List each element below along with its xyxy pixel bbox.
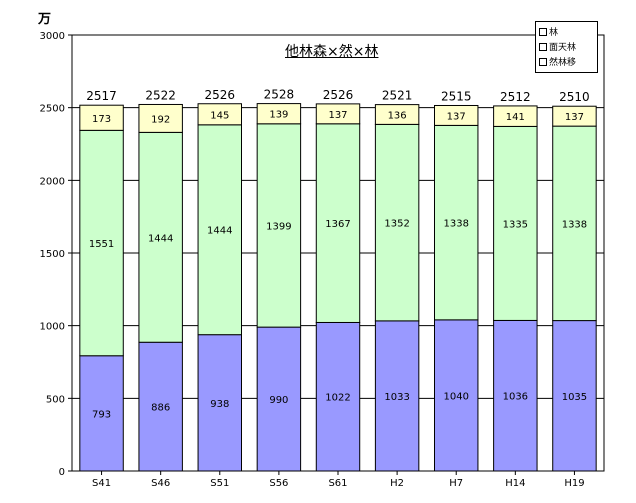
data-label: 1035: [562, 392, 587, 403]
bar-segment: [552, 125, 597, 322]
legend-label-top: 林: [549, 28, 559, 38]
data-label: 1338: [443, 219, 468, 230]
legend-label-bottom: 然林移: [549, 58, 577, 68]
data-label: 1033: [384, 392, 409, 403]
chart-title: 他林森×然×林: [285, 44, 379, 60]
bar-segment: [138, 103, 183, 133]
data-label: 137: [447, 111, 466, 122]
y-tick-label: 1500: [40, 249, 65, 260]
data-label: 1040: [443, 391, 468, 402]
x-tick-label: H14: [505, 478, 525, 489]
bar-segment: [138, 341, 183, 472]
y-tick-label: 0: [59, 467, 65, 478]
x-tick-label: H7: [449, 478, 463, 489]
bar-segment: [493, 125, 538, 321]
total-label: 2512: [500, 90, 531, 104]
bar-segment: [374, 104, 420, 125]
data-label: 1551: [89, 239, 114, 250]
data-label: 145: [210, 110, 229, 121]
bar-segment: [315, 103, 361, 125]
bar-segment: [493, 105, 538, 127]
data-label: 793: [92, 409, 111, 420]
y-tick-label: 1000: [40, 322, 65, 333]
data-label: 1444: [207, 226, 232, 237]
x-tick-label: S56: [269, 478, 288, 489]
data-label: 137: [565, 112, 584, 123]
bar-segment: [374, 123, 420, 322]
data-label: 141: [506, 112, 525, 123]
data-label: 990: [269, 395, 288, 406]
x-tick-label: H2: [390, 478, 404, 489]
data-label: 886: [151, 403, 170, 414]
data-label: 173: [92, 114, 111, 125]
data-label: 1352: [384, 219, 409, 230]
total-label: 2526: [205, 88, 236, 102]
total-label: 2517: [86, 89, 117, 103]
bar-segment: [197, 124, 243, 336]
data-label: 1335: [503, 219, 528, 230]
data-label: 137: [328, 110, 347, 121]
y-tick-label: 2500: [40, 104, 65, 115]
legend-item-middle: 面天林: [539, 39, 594, 54]
y-tick-label: 3000: [40, 31, 65, 42]
total-label: 2526: [323, 88, 354, 102]
x-tick-label: H19: [564, 478, 584, 489]
bar-segment: [433, 319, 479, 472]
legend-item-top: 林: [539, 24, 594, 39]
total-label: 2528: [264, 88, 295, 102]
legend-item-bottom: 然林移: [539, 54, 594, 69]
bar-segment: [197, 334, 243, 472]
bar-segment: [256, 103, 302, 125]
bar-segment: [315, 321, 361, 472]
data-label: 192: [151, 114, 170, 125]
bar-segment: [256, 326, 302, 472]
data-label: 1338: [562, 219, 587, 230]
x-tick-label: S61: [328, 478, 347, 489]
legend-swatch-top: [539, 27, 547, 36]
x-tick-label: S41: [92, 478, 111, 489]
y-axis-unit-label: 万: [38, 12, 52, 27]
bar-segment: [197, 103, 243, 126]
bar-segment: [374, 320, 420, 472]
total-label: 2522: [145, 88, 176, 102]
total-label: 2515: [441, 89, 472, 103]
bar-segment: [552, 320, 597, 472]
data-label: 1399: [266, 221, 291, 232]
legend-swatch-bottom: [539, 57, 547, 66]
x-tick-label: S46: [151, 478, 170, 489]
data-label: 938: [210, 399, 229, 410]
bar-segment: [256, 123, 302, 328]
data-label: 1444: [148, 233, 173, 244]
total-label: 2521: [382, 89, 413, 103]
legend-swatch-middle: [539, 42, 547, 51]
bar-segment: [433, 104, 479, 126]
y-tick-label: 500: [46, 394, 65, 405]
data-label: 139: [269, 110, 288, 121]
bar-segment: [138, 131, 183, 343]
data-label: 136: [388, 110, 407, 121]
bar-segment: [79, 104, 124, 131]
x-tick-label: S51: [210, 478, 229, 489]
legend: 林 面天林 然林移: [535, 21, 598, 73]
y-tick-label: 2000: [40, 176, 65, 187]
data-label: 1022: [325, 393, 350, 404]
total-label: 2510: [559, 90, 590, 104]
data-label: 1367: [325, 219, 350, 230]
legend-label-middle: 面天林: [549, 43, 577, 53]
data-label: 1036: [503, 392, 528, 403]
bar-segment: [552, 105, 597, 127]
bar-segment: [315, 123, 361, 323]
